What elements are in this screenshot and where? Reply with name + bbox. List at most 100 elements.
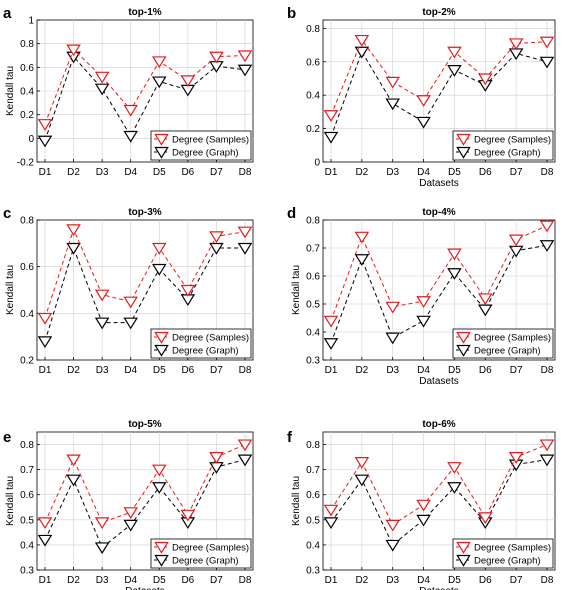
- panel-letter: b: [287, 5, 296, 22]
- y-axis-label: Kendall tau: [291, 265, 302, 315]
- panel-d: d top-4% 0.3 0.4 0.5 0.6 0.7 0.8 D1 D2 D3 D4 D5 D6 D7 D…: [287, 205, 556, 387]
- ytick-label: 0.7: [20, 465, 34, 476]
- data-point: [508, 452, 524, 464]
- legend-label: Degree (Graph): [172, 148, 239, 159]
- ytick-label: 0.6: [306, 57, 320, 68]
- data-point: [354, 457, 370, 469]
- data-point: [447, 268, 462, 280]
- xtick-label: D3: [96, 575, 109, 586]
- xtick-label: D1: [325, 575, 338, 586]
- panel-title: top-5%: [128, 419, 161, 430]
- legend-label: Degree (Samples): [172, 135, 249, 146]
- legend-marker: [154, 541, 169, 554]
- series-line: [44, 48, 246, 125]
- ytick-label: 0.5: [306, 300, 320, 311]
- data-point: [323, 338, 339, 350]
- data-point: [209, 51, 224, 64]
- data-point: [447, 482, 462, 494]
- legend-label: Degree (Samples): [474, 135, 551, 146]
- data-point: [237, 242, 253, 255]
- xtick-label: D8: [239, 365, 252, 376]
- panel-letter: c: [3, 205, 11, 222]
- panel-letter: d: [287, 205, 296, 222]
- xtick-label: D4: [124, 167, 137, 178]
- xtick-label: D8: [239, 167, 252, 178]
- xtick-label: D5: [448, 365, 461, 376]
- ytick-label: 0.8: [306, 24, 320, 35]
- y-axis-label: Kendall tau: [5, 66, 16, 116]
- data-point: [123, 296, 138, 309]
- data-point: [180, 75, 196, 88]
- xtick-label: D1: [39, 575, 52, 586]
- xtick-label: D7: [210, 575, 223, 586]
- data-point: [447, 65, 462, 77]
- xtick-label: D3: [96, 365, 109, 376]
- legend-label: Degree (Graph): [172, 346, 239, 357]
- legend-marker: [154, 331, 169, 344]
- xtick-label: D7: [210, 365, 223, 376]
- data-point: [37, 312, 53, 325]
- data-point: [237, 454, 253, 467]
- x-axis-label: Datasets: [419, 178, 458, 189]
- data-point: [385, 519, 400, 532]
- ytick-label: 0.8: [20, 39, 34, 50]
- data-point: [123, 130, 138, 143]
- ytick-label: 0.7: [306, 465, 320, 476]
- data-point: [416, 116, 431, 129]
- data-point: [508, 38, 524, 51]
- ytick-label: 0.3: [306, 566, 320, 577]
- xtick-label: D7: [510, 575, 523, 586]
- data-point: [478, 512, 493, 525]
- ytick-label: 0.4: [20, 540, 34, 551]
- ytick-label: 0.6: [306, 490, 320, 501]
- data-point: [37, 336, 53, 349]
- legend-marker: [154, 554, 169, 567]
- xtick-label: D1: [325, 365, 338, 376]
- data-point: [416, 315, 431, 328]
- data-point: [66, 474, 81, 487]
- data-point: [508, 234, 524, 247]
- data-point: [123, 104, 138, 117]
- xtick-label: D2: [67, 365, 80, 376]
- legend-marker: [456, 344, 471, 357]
- legend-label: Degree (Graph): [474, 148, 541, 159]
- panel-b: b top-2% 0 0.2 0.4 0.6 0.8 D1 D2 D3 D4 D5 D6 D7 D8 Data…: [287, 5, 556, 189]
- xtick-label: D2: [67, 575, 80, 586]
- xtick-label: D1: [325, 167, 338, 178]
- legend: Degree (Samples) Degree (Graph): [150, 130, 252, 161]
- legend-marker: [154, 344, 169, 357]
- xtick-label: D2: [355, 167, 368, 178]
- legend-label: Degree (Graph): [172, 556, 239, 567]
- legend-box: [452, 130, 554, 161]
- xtick-label: D6: [181, 167, 194, 178]
- panel-letter: f: [287, 429, 293, 446]
- series-line: [44, 459, 246, 549]
- data-point: [209, 231, 224, 244]
- xtick-label: D8: [541, 365, 554, 376]
- ytick-label: 0.4: [306, 540, 320, 551]
- xtick-label: D6: [479, 365, 492, 376]
- legend-marker: [154, 133, 169, 146]
- data-point: [416, 95, 431, 107]
- xtick-label: D7: [210, 167, 223, 178]
- legend-marker: [456, 146, 471, 159]
- data-point: [385, 301, 400, 314]
- ytick-label: 0.4: [20, 87, 34, 98]
- data-point: [447, 46, 462, 59]
- data-point: [66, 44, 81, 57]
- panel-title: top-4%: [422, 207, 455, 218]
- data-point: [385, 539, 400, 552]
- ytick-label: 0.8: [306, 216, 320, 227]
- data-point: [385, 332, 400, 345]
- panel-title: top-6%: [422, 419, 455, 430]
- data-point: [237, 439, 253, 452]
- legend-marker: [456, 133, 471, 146]
- ytick-label: 0.6: [20, 490, 34, 501]
- panel-title: top-1%: [128, 7, 161, 18]
- ytick-label: 0.3: [20, 566, 34, 577]
- ytick-label: 0.3: [306, 356, 320, 367]
- data-point: [123, 519, 138, 532]
- panel-title: top-3%: [128, 207, 161, 218]
- data-point: [152, 263, 167, 276]
